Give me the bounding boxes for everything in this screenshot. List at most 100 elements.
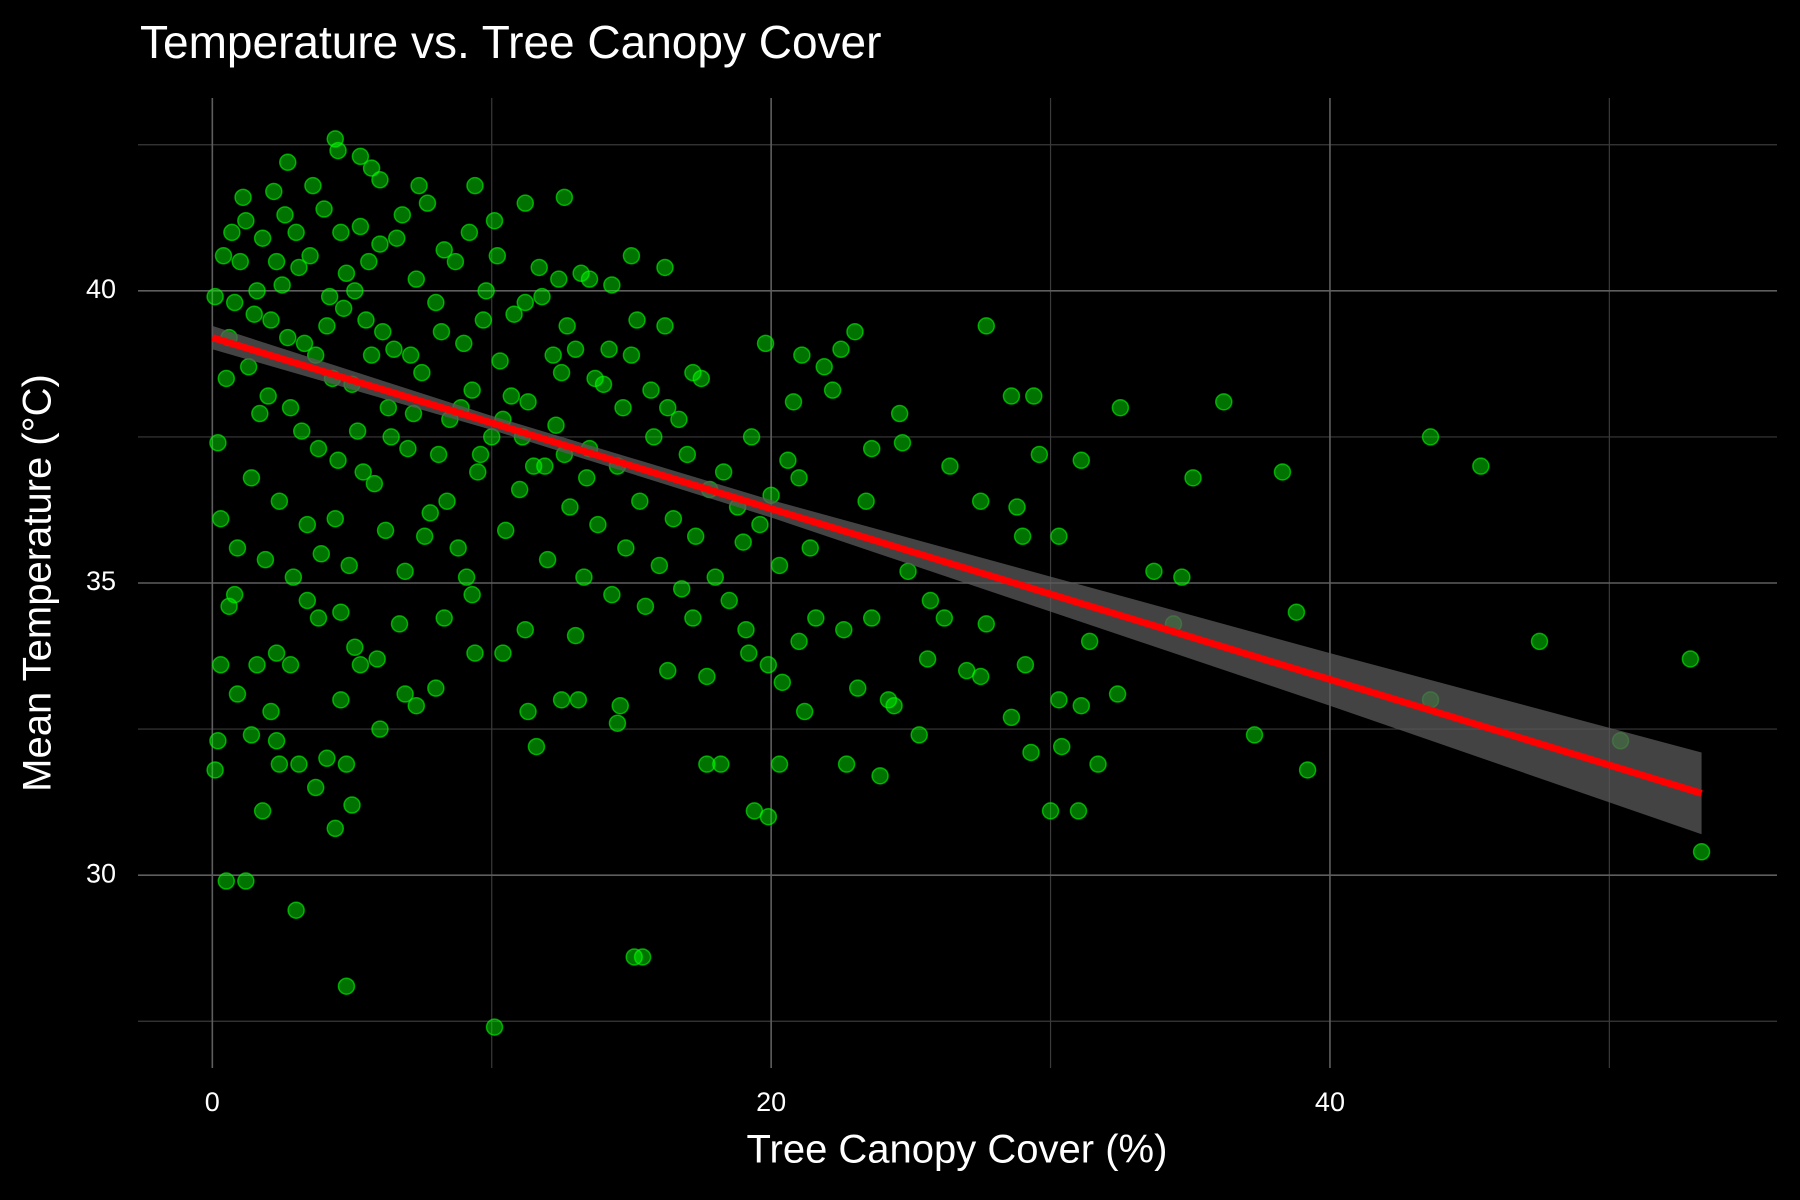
point <box>399 439 417 458</box>
point <box>628 311 646 329</box>
point <box>899 562 917 581</box>
point <box>622 247 641 265</box>
point <box>659 398 677 417</box>
point <box>569 691 588 709</box>
point <box>237 211 255 230</box>
point <box>407 270 426 288</box>
point <box>1072 451 1091 470</box>
point <box>918 650 937 668</box>
point <box>538 550 557 569</box>
point <box>457 568 476 586</box>
point <box>488 247 507 265</box>
point <box>849 679 867 697</box>
point <box>516 293 535 312</box>
point <box>1022 743 1040 762</box>
y-tick-label: 40 <box>86 274 116 304</box>
point <box>354 463 372 481</box>
point <box>351 217 370 236</box>
point <box>318 317 336 335</box>
point <box>837 755 856 773</box>
point <box>846 322 864 341</box>
point <box>491 352 509 370</box>
point <box>1069 802 1088 820</box>
point <box>698 755 716 773</box>
point <box>494 644 512 662</box>
point <box>209 732 227 750</box>
point <box>287 223 305 242</box>
point <box>686 527 705 546</box>
point <box>334 299 353 318</box>
point <box>566 340 585 359</box>
point <box>832 340 850 359</box>
point <box>566 626 585 645</box>
point <box>309 609 328 627</box>
point <box>270 755 289 773</box>
point <box>206 287 224 306</box>
point <box>281 656 300 674</box>
point <box>790 632 808 651</box>
point <box>281 398 300 417</box>
point <box>253 802 272 820</box>
point <box>206 761 224 779</box>
x-tick-label: 0 <box>205 1087 220 1117</box>
point <box>376 521 395 540</box>
point <box>544 346 562 364</box>
point <box>390 615 409 633</box>
point <box>262 702 280 721</box>
point <box>862 609 881 627</box>
point <box>471 445 490 464</box>
point <box>698 667 716 686</box>
point <box>745 802 764 820</box>
point <box>1692 843 1711 861</box>
point <box>368 650 386 668</box>
point <box>1089 755 1107 773</box>
point <box>603 276 621 294</box>
point <box>684 609 702 627</box>
point <box>332 691 350 709</box>
point <box>1111 398 1130 417</box>
marks <box>206 130 1711 1036</box>
point <box>1108 685 1127 703</box>
point <box>410 176 428 195</box>
point <box>365 474 384 493</box>
point <box>332 603 350 621</box>
point <box>510 480 529 499</box>
point <box>1287 603 1306 621</box>
point <box>346 638 364 657</box>
point <box>432 322 451 341</box>
grid <box>138 98 1777 1068</box>
point <box>1002 708 1021 727</box>
point <box>329 451 347 470</box>
point <box>315 200 333 218</box>
point <box>455 334 473 353</box>
point <box>273 276 291 294</box>
point <box>751 515 769 534</box>
point <box>1025 387 1043 405</box>
point <box>413 363 431 382</box>
point <box>387 229 406 247</box>
point <box>237 872 255 890</box>
point <box>1050 691 1068 709</box>
point <box>267 732 286 750</box>
point <box>636 597 655 616</box>
point <box>608 714 627 732</box>
point <box>1298 761 1317 779</box>
point <box>756 334 775 353</box>
point <box>1052 737 1071 756</box>
point <box>449 539 467 557</box>
point <box>740 644 758 662</box>
point <box>645 428 663 446</box>
point <box>801 539 820 557</box>
point <box>407 696 426 715</box>
point <box>326 509 345 528</box>
point <box>1072 696 1091 715</box>
point <box>575 568 593 586</box>
point <box>784 393 803 411</box>
point <box>921 591 940 610</box>
point <box>290 258 308 277</box>
point <box>279 153 297 172</box>
point <box>519 702 537 721</box>
point <box>712 755 730 773</box>
point <box>742 428 761 446</box>
